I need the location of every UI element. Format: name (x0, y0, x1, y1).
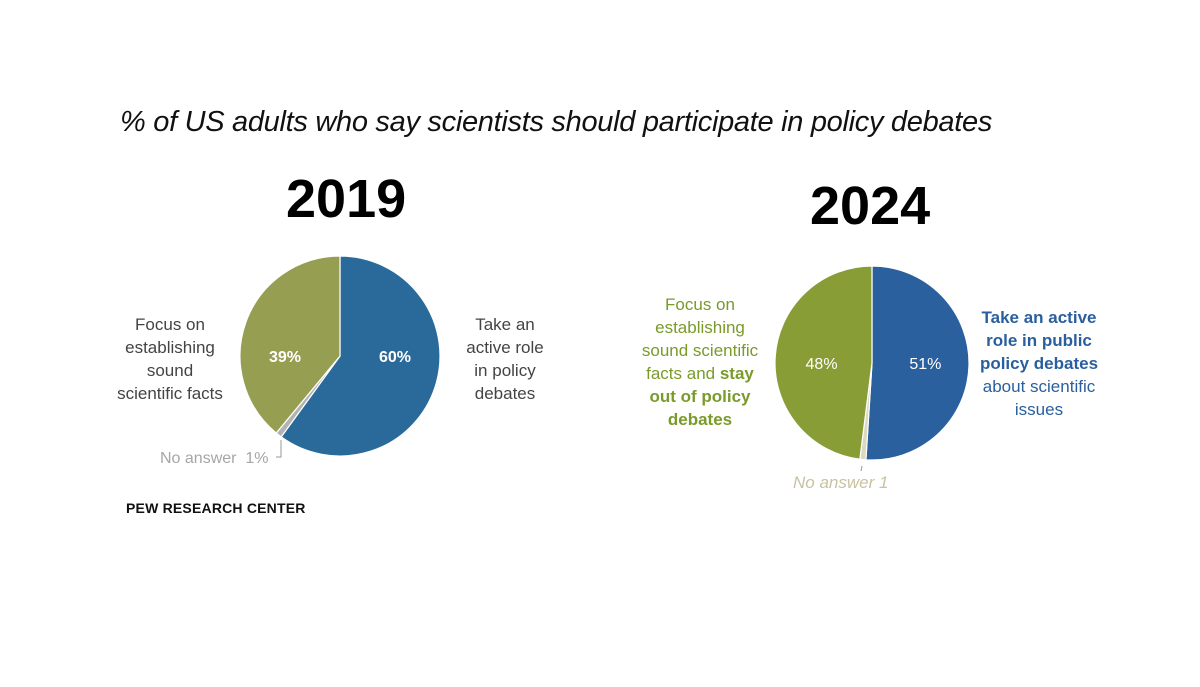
pie-2024: 51% 48% (774, 265, 970, 461)
label-line: Take an active (981, 308, 1097, 327)
slice-value-label: 51% (909, 356, 941, 373)
label-line: establishing (655, 318, 745, 337)
label-text: facts and (646, 364, 720, 383)
label-2024-focus-facts: Focus on establishing sound scientific f… (620, 293, 780, 431)
slice-value-label: 48% (806, 356, 838, 373)
label-line: in policy (474, 361, 536, 380)
year-2019-heading: 2019 (286, 169, 407, 229)
label-text-bold: stay (719, 364, 754, 383)
label-line: facts and stay (620, 362, 780, 385)
label-line: issues (1014, 400, 1064, 419)
chart-title: % of US adults who say scientists should… (120, 106, 993, 138)
label-line: establishing (125, 338, 215, 357)
label-line: sound scientific (641, 341, 759, 360)
label-line: out of policy (649, 387, 751, 406)
pie-slice (280, 255, 441, 457)
label-line: debates (474, 384, 536, 403)
label-line: sound (146, 361, 194, 380)
label-2019-no-answer: No answer 1% (160, 450, 269, 467)
slice-value-label: 39% (269, 349, 301, 366)
label-2024-no-answer: No answer 1 (793, 473, 889, 492)
label-line: role in public (986, 331, 1092, 350)
label-line: Focus on (665, 295, 735, 314)
label-line: Focus on (135, 315, 205, 334)
label-2024-active-role: Take an active role in public policy deb… (965, 306, 1113, 421)
label-line: debates (667, 410, 733, 429)
source-label: PEW RESEARCH CENTER (126, 500, 306, 516)
no-answer-leader-2019 (276, 440, 282, 458)
pie-2019: 60% 39% (239, 255, 441, 457)
pie-slice (239, 255, 341, 434)
label-line: about scientific (982, 377, 1096, 396)
year-2024-heading: 2024 (810, 176, 931, 236)
label-2019-active-role: Take an active role in policy debates (455, 313, 555, 405)
label-2019-focus-facts: Focus on establishing sound scientific f… (100, 313, 240, 405)
no-answer-leader-2024 (860, 465, 863, 472)
label-line: policy debates (979, 354, 1099, 373)
pie-slice (774, 265, 873, 460)
label-line: scientific facts (117, 384, 223, 403)
label-line: Take an (475, 315, 535, 334)
slice-value-label: 60% (379, 349, 411, 366)
label-line: active role (466, 338, 544, 357)
pie-slice (865, 265, 970, 461)
